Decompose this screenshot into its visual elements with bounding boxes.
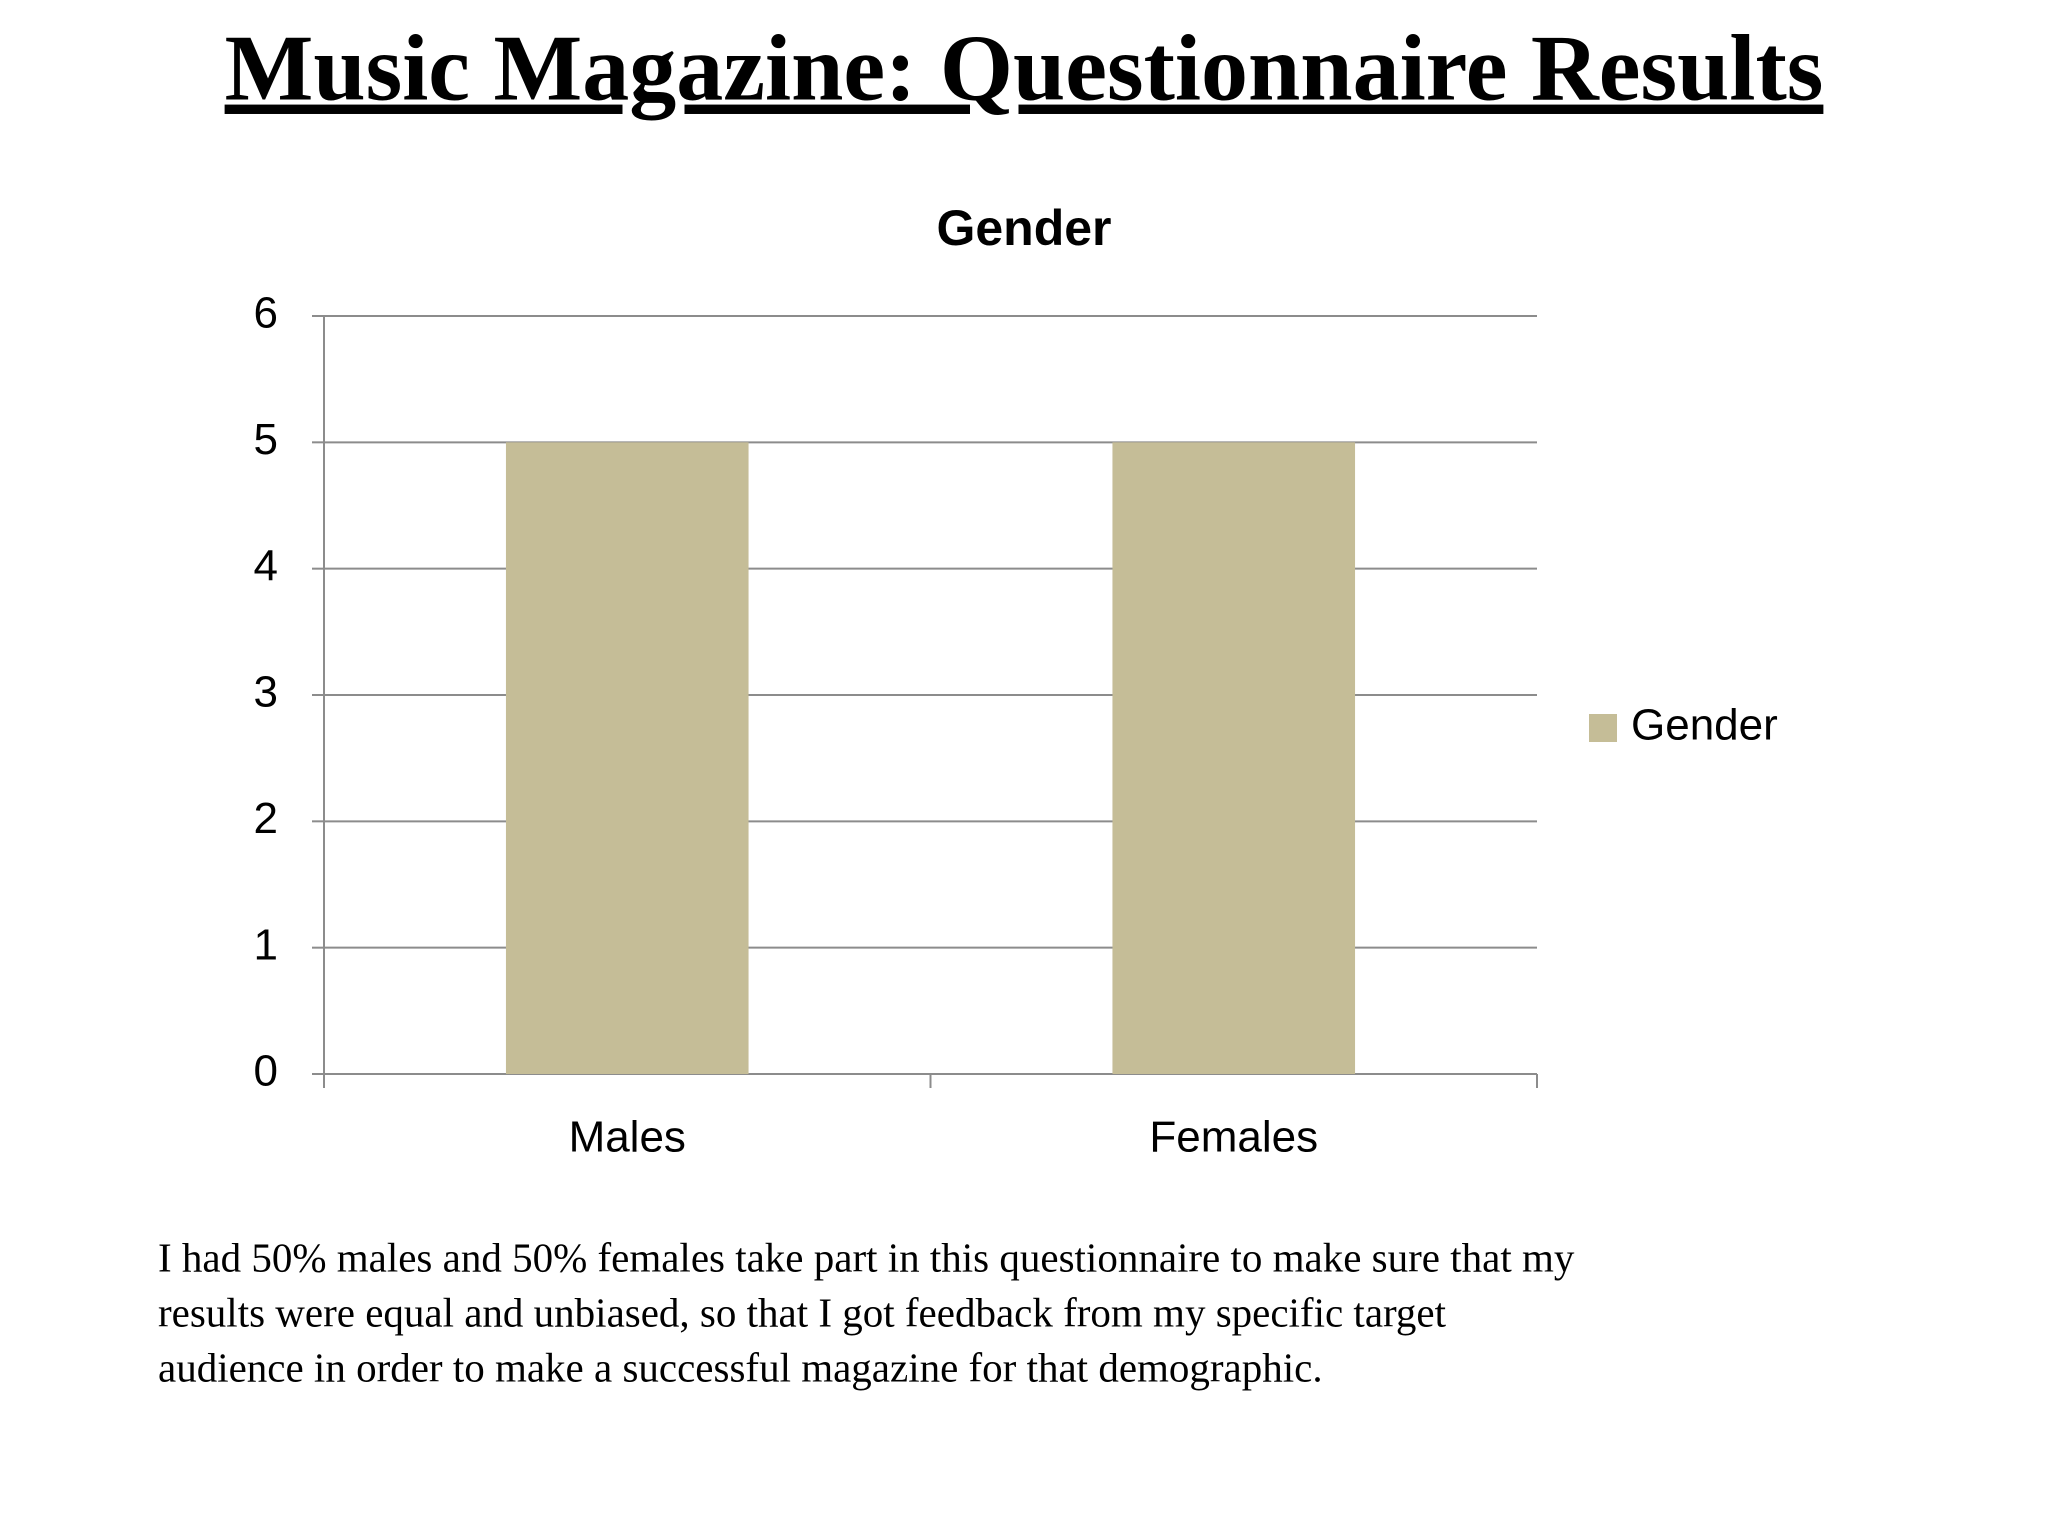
bar [505, 442, 749, 1074]
y-tick-label: 1 [254, 920, 278, 969]
legend-label: Gender [1631, 701, 1778, 750]
caption-line: I had 50% males and 50% females take par… [158, 1234, 1575, 1280]
caption-line: audience in order to make a successful m… [158, 1344, 1323, 1390]
y-tick-label: 2 [254, 794, 278, 843]
y-tick-label: 3 [254, 668, 278, 717]
y-tick-label: 5 [254, 415, 278, 464]
slide-title: Music Magazine: Questionnaire Results [225, 17, 1824, 121]
y-tick-label: 6 [254, 289, 278, 338]
caption-line: results were equal and unbiased, so that… [158, 1289, 1447, 1335]
x-tick-label: Females [1149, 1113, 1318, 1162]
y-tick-label: 0 [254, 1047, 278, 1096]
chart-title: Gender [936, 200, 1111, 256]
bar [1112, 442, 1356, 1074]
y-tick-label: 4 [254, 541, 278, 590]
x-tick-label: Males [569, 1113, 686, 1162]
legend-swatch [1589, 714, 1617, 742]
